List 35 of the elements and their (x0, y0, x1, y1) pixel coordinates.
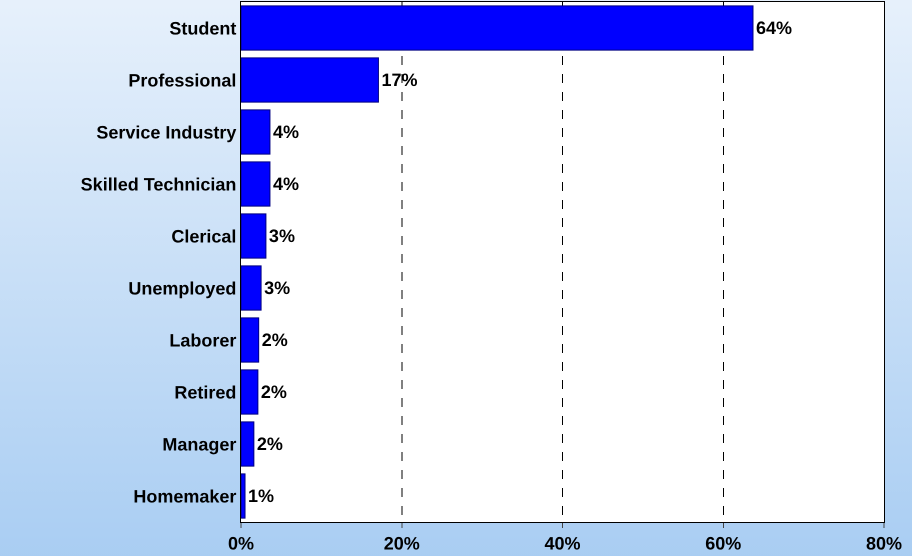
bar (241, 369, 258, 415)
y-tick-label: Service Industry (96, 122, 236, 142)
bar (241, 473, 246, 519)
data-label: 4% (272, 174, 299, 194)
data-label: 2% (262, 330, 288, 350)
bar (241, 5, 754, 51)
bar (241, 57, 379, 103)
bar (241, 161, 270, 207)
y-tick-label: Student (169, 18, 236, 38)
y-tick-label: Retired (174, 382, 236, 402)
bar (241, 109, 270, 155)
y-tick-label: Unemployed (128, 278, 236, 298)
y-tick-label: Manager (162, 434, 236, 454)
data-label: 3% (264, 278, 290, 298)
x-tick-label: 20% (384, 534, 420, 554)
data-label: 3% (268, 226, 295, 246)
y-tick-label: Clerical (171, 226, 236, 246)
bar (241, 317, 260, 363)
x-tick-label: 80% (866, 534, 902, 554)
y-tick-label: Homemaker (133, 486, 236, 506)
y-tick-label: Skilled Technician (80, 174, 236, 194)
bar (241, 213, 266, 259)
y-tick-label: Professional (128, 70, 236, 90)
data-label: 4% (272, 122, 299, 142)
data-label: 2% (260, 382, 287, 402)
bar (241, 265, 262, 311)
data-label: 2% (256, 434, 283, 454)
bar (241, 421, 254, 467)
x-tick-label: 40% (544, 534, 581, 554)
x-tick-label: 60% (705, 534, 742, 554)
data-label: 1% (248, 486, 274, 506)
data-label: 64% (756, 18, 792, 38)
x-tick-label: 0% (228, 534, 254, 554)
y-tick-label: Laborer (169, 330, 236, 350)
data-label: 17% (381, 70, 418, 90)
